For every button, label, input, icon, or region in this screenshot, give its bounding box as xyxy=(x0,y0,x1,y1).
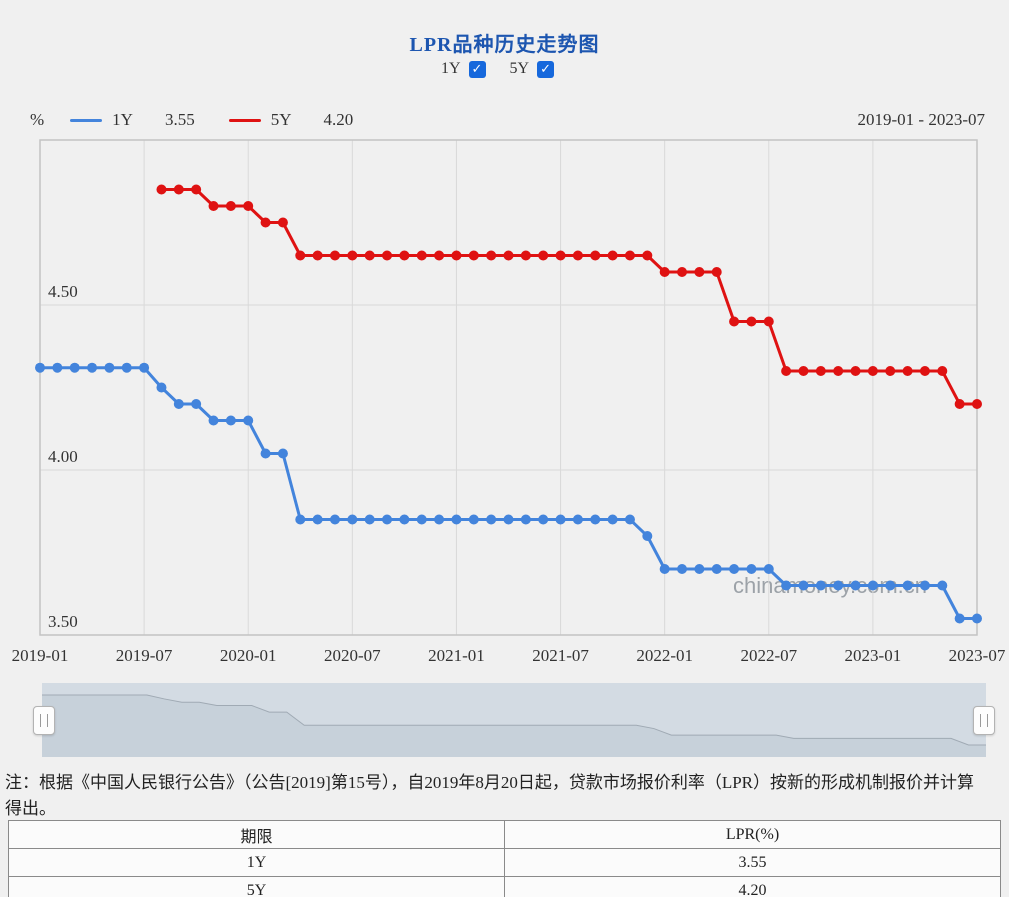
table-cell-term-1y: 1Y xyxy=(8,848,505,877)
navigator-right-handle[interactable] xyxy=(973,706,995,735)
checkbox-1y-label: 1Y xyxy=(440,60,461,77)
table-cell-lpr-5y: 4.20 xyxy=(504,876,1001,897)
date-range-label: 2019-01 - 2023-07 xyxy=(857,110,985,129)
line-chart-canvas: 4.50 4.00 3.50 2019-01 2019-07 2020-01 2020-07… xyxy=(12,139,1006,665)
lpr-summary-table: 期限 LPR(%) 1Y 3.55 5Y 4.20 xyxy=(8,820,1001,897)
legend-item-5y[interactable]: 5Y 4.20 xyxy=(228,110,354,130)
svg-text:2019-07: 2019-07 xyxy=(116,646,173,665)
svg-text:2020-01: 2020-01 xyxy=(220,646,277,665)
table-cell-term-5y: 5Y xyxy=(8,876,505,897)
navigator-left-handle[interactable] xyxy=(33,706,55,735)
navigator-silhouette xyxy=(42,694,986,757)
legend-line-1y-icon xyxy=(70,118,103,122)
y-axis-unit-label: % xyxy=(30,110,45,129)
svg-text:2019-01: 2019-01 xyxy=(12,646,69,665)
svg-text:4.00: 4.00 xyxy=(48,447,78,466)
legend-5y-label: 5Y xyxy=(270,110,292,129)
chart-legend: % 1Y 3.55 5Y 4.20 2019-01 - 2023-07 xyxy=(30,110,985,130)
svg-text:4.50: 4.50 xyxy=(48,282,78,301)
svg-text:2022-01: 2022-01 xyxy=(636,646,693,665)
table-row: 1Y 3.55 xyxy=(8,848,1001,877)
footnote: 注：根据《中国人民银行公告》（公告[2019]第15号），自2019年8月20日… xyxy=(5,773,974,819)
legend-item-1y[interactable]: 1Y 3.55 xyxy=(70,110,195,130)
table-header-row: 期限 LPR(%) xyxy=(8,820,1001,849)
table-header-term: 期限 xyxy=(8,820,505,849)
series-toggle-row: 1Y ✓ 5Y ✓ xyxy=(0,60,1009,78)
legend-5y-value: 4.20 xyxy=(323,110,354,129)
svg-text:2021-07: 2021-07 xyxy=(532,646,589,665)
legend-1y-value: 3.55 xyxy=(164,110,195,129)
table-cell-lpr-1y: 3.55 xyxy=(504,848,1001,877)
grip-icon xyxy=(40,714,48,727)
table-row: 5Y 4.20 xyxy=(8,876,1001,897)
svg-text:2020-07: 2020-07 xyxy=(324,646,381,665)
svg-text:2022-07: 2022-07 xyxy=(740,646,797,665)
navigator-track[interactable] xyxy=(42,683,986,757)
checkbox-5y-label: 5Y xyxy=(509,60,530,77)
svg-text:3.50: 3.50 xyxy=(48,612,78,631)
grip-icon xyxy=(980,714,988,727)
table-header-lpr: LPR(%) xyxy=(504,820,1001,849)
page-title: LPR品种历史走势图 xyxy=(409,34,600,56)
svg-text:2023-01: 2023-01 xyxy=(845,646,902,665)
svg-text:2021-01: 2021-01 xyxy=(428,646,485,665)
checkbox-1y[interactable]: ✓ xyxy=(468,60,486,78)
svg-text:2023-07: 2023-07 xyxy=(949,646,1006,665)
legend-line-5y-icon xyxy=(228,118,261,122)
checkbox-5y[interactable]: ✓ xyxy=(537,60,555,78)
legend-1y-label: 1Y xyxy=(112,110,133,129)
